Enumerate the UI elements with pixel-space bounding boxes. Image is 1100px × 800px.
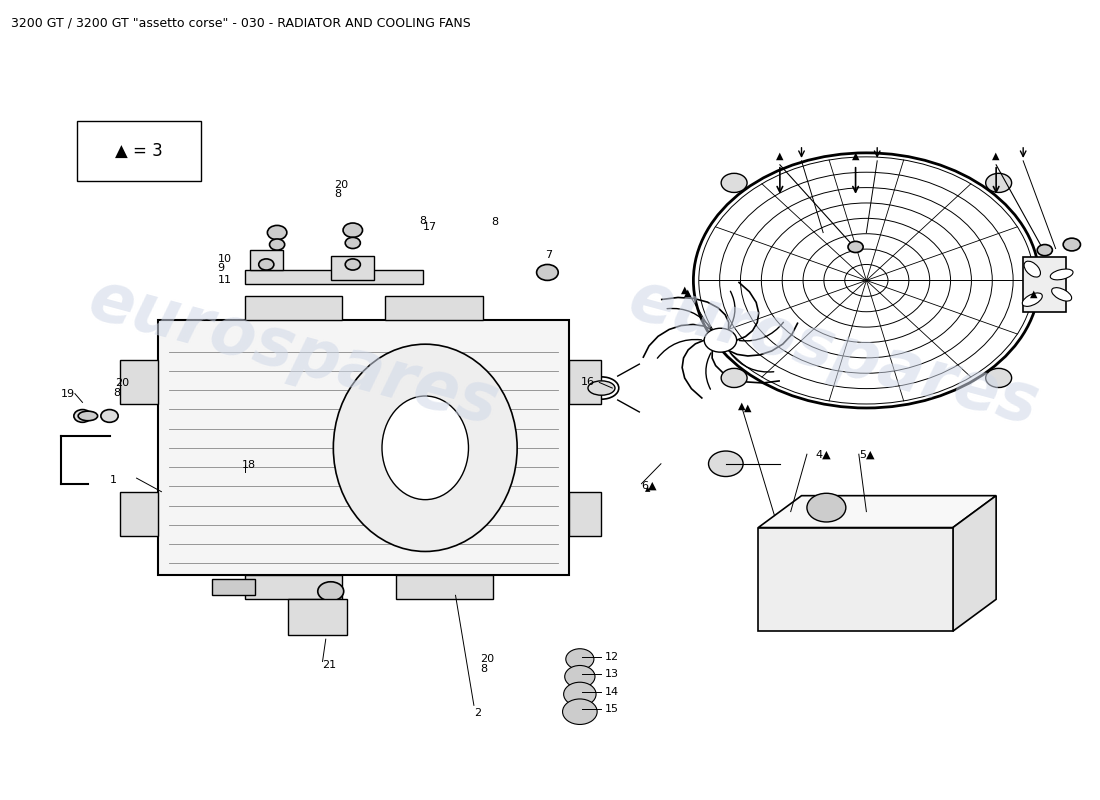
Text: 16: 16	[581, 378, 595, 387]
Ellipse shape	[382, 396, 469, 500]
Circle shape	[704, 328, 737, 352]
Text: 12: 12	[605, 652, 619, 662]
Text: 21: 21	[322, 660, 337, 670]
Circle shape	[101, 410, 118, 422]
Text: 6▲: 6▲	[641, 481, 657, 491]
Bar	[120, 360, 158, 404]
Ellipse shape	[78, 411, 98, 421]
Circle shape	[563, 682, 596, 706]
Circle shape	[1064, 238, 1080, 251]
Ellipse shape	[1024, 261, 1041, 277]
Text: 14: 14	[605, 686, 619, 697]
Circle shape	[986, 368, 1012, 387]
Polygon shape	[758, 496, 997, 527]
Text: 15: 15	[605, 704, 618, 714]
Bar	[385, 296, 483, 320]
Text: ▲: ▲	[777, 151, 783, 161]
Text: ▲: ▲	[681, 285, 689, 295]
Circle shape	[537, 265, 558, 281]
Circle shape	[565, 649, 594, 670]
Text: eurospares: eurospares	[621, 266, 1046, 438]
Text: ▲: ▲	[1031, 289, 1037, 299]
Circle shape	[270, 239, 285, 250]
Text: 13: 13	[605, 670, 618, 679]
Bar	[569, 360, 602, 404]
Bar	[244, 296, 342, 320]
Text: 11: 11	[218, 275, 232, 286]
Bar	[244, 575, 342, 599]
Text: 8: 8	[481, 665, 487, 674]
Text: 8: 8	[113, 388, 120, 398]
Circle shape	[564, 666, 595, 688]
FancyArrowPatch shape	[706, 353, 711, 389]
FancyArrowPatch shape	[730, 353, 773, 372]
Circle shape	[343, 223, 363, 238]
Bar	[569, 492, 602, 535]
Bar	[120, 492, 158, 535]
Bar	[212, 579, 255, 595]
Text: ▲: ▲	[645, 486, 650, 492]
Bar	[396, 575, 494, 599]
FancyBboxPatch shape	[77, 121, 201, 181]
Text: ▲: ▲	[744, 403, 751, 413]
Text: ▲ = 3: ▲ = 3	[116, 142, 163, 160]
Circle shape	[345, 259, 361, 270]
Text: 17: 17	[424, 222, 437, 232]
Circle shape	[722, 174, 747, 193]
Circle shape	[267, 226, 287, 240]
Text: ▲: ▲	[992, 151, 1000, 161]
Text: 20: 20	[114, 378, 129, 388]
FancyArrowPatch shape	[667, 309, 711, 328]
Circle shape	[986, 174, 1012, 193]
Text: eurospares: eurospares	[81, 266, 505, 438]
Circle shape	[722, 368, 747, 387]
Bar	[288, 599, 348, 635]
Text: 10: 10	[218, 254, 232, 264]
Text: 9: 9	[218, 263, 224, 274]
Text: 3200 GT / 3200 GT "assetto corse" - 030 - RADIATOR AND COOLING FANS: 3200 GT / 3200 GT "assetto corse" - 030 …	[11, 16, 471, 29]
Bar	[1023, 257, 1066, 312]
Text: 7: 7	[546, 250, 552, 260]
Ellipse shape	[588, 381, 615, 395]
Text: 8: 8	[419, 216, 426, 226]
Circle shape	[807, 494, 846, 522]
Circle shape	[848, 242, 864, 253]
FancyArrowPatch shape	[658, 339, 702, 358]
FancyArrowPatch shape	[730, 291, 735, 327]
Circle shape	[562, 699, 597, 725]
Text: 5▲: 5▲	[859, 450, 874, 459]
Text: ▲: ▲	[738, 401, 746, 410]
Circle shape	[318, 582, 343, 601]
Bar	[331, 257, 374, 281]
Bar	[758, 527, 953, 631]
Text: ▲: ▲	[851, 151, 859, 161]
Text: 20: 20	[334, 180, 349, 190]
Text: 8: 8	[492, 218, 498, 227]
FancyArrowPatch shape	[739, 322, 783, 341]
Polygon shape	[953, 496, 997, 631]
Ellipse shape	[1050, 269, 1072, 280]
Bar	[250, 250, 283, 270]
Ellipse shape	[1052, 288, 1071, 301]
Text: 1: 1	[110, 474, 117, 485]
Circle shape	[708, 451, 744, 477]
Text: 4▲: 4▲	[815, 450, 832, 459]
Text: 2: 2	[474, 707, 481, 718]
Text: 8: 8	[334, 190, 341, 199]
Ellipse shape	[333, 344, 517, 551]
Text: 19: 19	[60, 389, 75, 398]
Circle shape	[258, 259, 274, 270]
Circle shape	[345, 238, 361, 249]
Circle shape	[1037, 245, 1053, 256]
Circle shape	[74, 410, 91, 422]
Text: 20: 20	[481, 654, 495, 664]
Text: ▲: ▲	[684, 287, 692, 298]
Bar	[158, 320, 569, 575]
Ellipse shape	[1022, 293, 1043, 306]
Text: 18: 18	[241, 460, 255, 470]
Bar	[244, 270, 424, 285]
